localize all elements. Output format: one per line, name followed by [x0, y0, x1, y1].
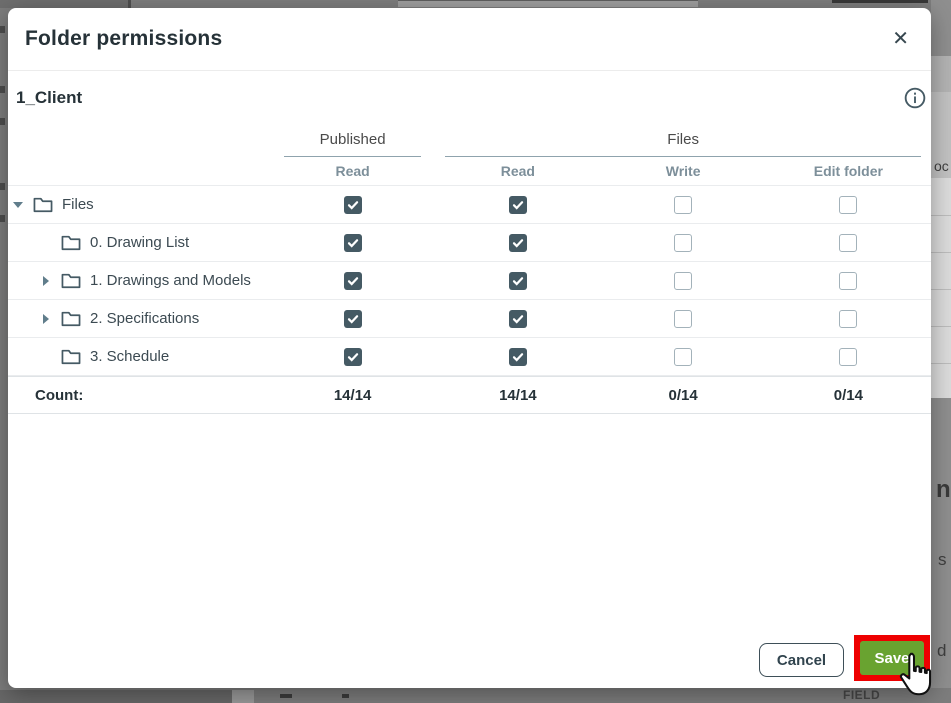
expand-toggle-icon[interactable] — [40, 275, 52, 287]
group-header-published: Published — [284, 131, 422, 157]
close-icon[interactable]: ✕ — [892, 28, 909, 50]
annotation-highlight: Save — [854, 635, 930, 681]
checkbox-edit-folder[interactable] — [839, 195, 858, 214]
table-column-header: Read Read Write Edit folder — [8, 157, 931, 186]
folder-name: Files — [62, 196, 94, 213]
background-right-strip: oc n s d — [931, 0, 951, 703]
background-divider — [128, 0, 131, 8]
folder-row: 0. Drawing List — [8, 224, 931, 262]
background-band — [232, 690, 254, 703]
background-glyph — [0, 215, 5, 222]
folder-title: 1_Client — [16, 88, 83, 107]
background-text-fragment — [832, 0, 928, 3]
folder-icon — [61, 310, 81, 327]
checkbox-published-read[interactable] — [343, 195, 362, 214]
background-band — [931, 92, 951, 178]
background-glyph — [280, 694, 292, 698]
background-searchbar — [398, 0, 698, 7]
folder-name-cell: Files — [8, 196, 270, 213]
background-glyph — [342, 694, 349, 698]
checkbox-files-write[interactable] — [674, 233, 693, 252]
folder-icon — [33, 196, 53, 213]
info-icon[interactable] — [904, 87, 926, 109]
col-header-edit-folder: Edit folder — [813, 163, 883, 179]
background-glyph — [0, 26, 5, 33]
background-text-fragment: oc — [934, 158, 949, 174]
checkbox-published-read[interactable] — [343, 233, 362, 252]
background-text-fragment: n — [936, 476, 951, 503]
checkbox-edit-folder[interactable] — [839, 271, 858, 290]
background-glyph — [0, 86, 5, 93]
checkbox-files-write[interactable] — [674, 347, 693, 366]
checkbox-files-write[interactable] — [674, 195, 693, 214]
group-header-files: Files — [445, 131, 921, 157]
count-published-read: 14/14 — [333, 386, 372, 404]
checkbox-edit-folder[interactable] — [839, 309, 858, 328]
folder-permissions-dialog: Folder permissions ✕ 1_Client Published … — [8, 8, 931, 688]
cancel-button[interactable]: Cancel — [759, 643, 844, 677]
save-button[interactable]: Save — [860, 641, 924, 675]
expand-toggle-icon — [40, 351, 52, 363]
checkbox-files-read[interactable] — [508, 347, 527, 366]
checkbox-published-read[interactable] — [343, 271, 362, 290]
checkbox-edit-folder[interactable] — [839, 233, 858, 252]
background-field-label: FIELD — [843, 688, 881, 702]
checkbox-files-write[interactable] — [674, 309, 693, 328]
folder-row: 3. Schedule — [8, 338, 931, 376]
background-band — [0, 690, 232, 703]
dialog-footer: Cancel Save — [759, 635, 930, 681]
count-label: Count: — [35, 386, 84, 404]
checkbox-files-read[interactable] — [508, 233, 527, 252]
folder-name-cell: 0. Drawing List — [8, 234, 270, 251]
folder-name: 1. Drawings and Models — [90, 272, 251, 289]
folder-row: 2. Specifications — [8, 300, 931, 338]
folder-name: 3. Schedule — [90, 348, 170, 365]
dialog-header: Folder permissions ✕ — [8, 8, 931, 71]
count-edit-folder: 0/14 — [833, 386, 863, 404]
background-glyph — [0, 183, 5, 190]
checkbox-edit-folder[interactable] — [839, 347, 858, 366]
checkbox-files-read[interactable] — [508, 195, 527, 214]
count-row: Count: 14/14 14/14 0/14 0/14 — [8, 376, 931, 414]
folder-icon — [61, 234, 81, 251]
col-header-published-read: Read — [335, 163, 370, 179]
background-text-fragment: d — [937, 641, 947, 660]
background-bottom-strip — [0, 688, 951, 703]
background-toolbar — [0, 0, 130, 8]
count-files-read: 14/14 — [499, 386, 537, 404]
folder-name-cell: 3. Schedule — [8, 348, 270, 365]
folder-name-cell: 2. Specifications — [8, 310, 270, 327]
expand-toggle-icon[interactable] — [12, 199, 24, 211]
col-header-files-read: Read — [500, 163, 535, 179]
checkbox-files-read[interactable] — [508, 309, 527, 328]
expand-toggle-icon[interactable] — [40, 313, 52, 325]
dialog-title: Folder permissions — [25, 27, 223, 50]
folder-rows: Files 0. Drawing List — [8, 186, 931, 376]
dialog-subheader: 1_Client — [8, 71, 931, 125]
expand-toggle-icon — [40, 237, 52, 249]
checkbox-published-read[interactable] — [343, 347, 362, 366]
checkbox-files-read[interactable] — [508, 271, 527, 290]
background-band — [931, 178, 951, 398]
checkbox-published-read[interactable] — [343, 309, 362, 328]
table-group-header: Published Files — [8, 131, 931, 157]
background-text-fragment: s — [938, 550, 947, 569]
folder-name: 0. Drawing List — [90, 234, 190, 251]
folder-icon — [61, 272, 81, 289]
folder-row: 1. Drawings and Models — [8, 262, 931, 300]
folder-name: 2. Specifications — [90, 310, 200, 327]
folder-icon — [61, 348, 81, 365]
background-band — [931, 56, 951, 92]
folder-name-cell: 1. Drawings and Models — [8, 272, 270, 289]
folder-row: Files — [8, 186, 931, 224]
count-files-write: 0/14 — [668, 386, 698, 404]
background-glyph — [0, 118, 5, 125]
col-header-files-write: Write — [665, 163, 701, 179]
checkbox-files-write[interactable] — [674, 271, 693, 290]
